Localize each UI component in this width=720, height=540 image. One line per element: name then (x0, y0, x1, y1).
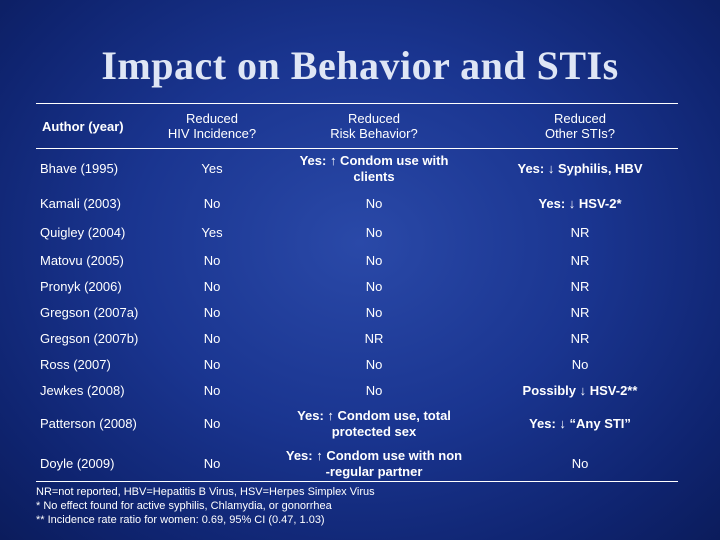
author-cell: Pronyk (2006) (40, 278, 122, 294)
sti-cell: Yes: ↓ “Any STI” (529, 415, 631, 431)
risk-cell: No (365, 252, 383, 268)
hiv-cell: No (203, 278, 221, 294)
risk-cell: NR (364, 330, 384, 346)
author-cell: Doyle (2009) (40, 455, 115, 471)
table-header-row: Author (year) Reduced HIV Incidence? Redu… (36, 104, 678, 149)
table-row: Patterson (2008) No Yes: ↑ Condom use, t… (36, 404, 678, 444)
hiv-cell: No (203, 252, 221, 268)
table-row: Pronyk (2006) No No NR (36, 274, 678, 300)
author-cell: Gregson (2007a) (40, 304, 139, 320)
header-author: Author (year) (36, 104, 158, 149)
sti-cell: Yes: ↓ HSV-2* (538, 195, 622, 211)
footnote-abbreviations: NR=not reported, HBV=Hepatitis B Virus, … (36, 486, 375, 498)
table-bottom-rule (36, 481, 678, 482)
hiv-cell: No (203, 304, 221, 320)
hiv-cell: Yes (201, 160, 223, 176)
sti-cell: NR (570, 330, 590, 346)
risk-cell: No (365, 304, 383, 320)
hiv-cell: No (203, 195, 221, 211)
author-cell: Kamali (2003) (40, 195, 121, 211)
author-cell: Bhave (1995) (40, 160, 119, 176)
sti-cell: No (571, 356, 589, 372)
table-row: Gregson (2007a) No No NR (36, 300, 678, 326)
table-row: Doyle (2009) No Yes: ↑ Condom use with n… (36, 444, 678, 484)
hiv-cell: No (203, 330, 221, 346)
table-row: Gregson (2007b) No NR NR (36, 326, 678, 352)
risk-cell: Yes: ↑ Condom use, total protected sex (297, 407, 451, 439)
hiv-cell: No (203, 415, 221, 431)
header-other-stis: Reduced Other STIs? (482, 104, 678, 149)
risk-cell: Yes: ↑ Condom use with clients (299, 152, 449, 184)
hiv-cell: No (203, 455, 221, 471)
risk-cell: No (365, 356, 383, 372)
header-risk-behavior: Reduced Risk Behavior? (266, 104, 482, 149)
results-table: Author (year) Reduced HIV Incidence? Redu… (36, 104, 678, 484)
author-cell: Quigley (2004) (40, 225, 126, 240)
table-row: Quigley (2004) Yes No NR (36, 219, 678, 248)
header-hiv-incidence: Reduced HIV Incidence? (158, 104, 266, 149)
sti-cell: NR (570, 225, 590, 240)
sti-cell: NR (570, 304, 590, 320)
risk-cell: No (365, 225, 383, 240)
hiv-cell: Yes (201, 225, 223, 240)
author-cell: Ross (2007) (40, 356, 111, 372)
author-cell: Jewkes (2008) (40, 382, 125, 398)
hiv-cell: No (203, 356, 221, 372)
footnotes: NR=not reported, HBV=Hepatitis B Virus, … (36, 485, 678, 527)
risk-cell: Yes: ↑ Condom use with non -regular partn… (285, 447, 463, 479)
table-row: Jewkes (2008) No No Possibly ↓ HSV-2** (36, 378, 678, 404)
author-cell: Matovu (2005) (40, 252, 124, 268)
risk-cell: No (365, 382, 383, 398)
sti-cell: No (571, 455, 589, 471)
sti-cell: Possibly ↓ HSV-2** (522, 382, 638, 398)
table-row: Ross (2007) No No No (36, 352, 678, 378)
footnote-single-asterisk: * No effect found for active syphilis, C… (36, 500, 332, 512)
author-cell: Patterson (2008) (40, 415, 137, 431)
sti-cell: NR (570, 278, 590, 294)
author-cell: Gregson (2007b) (40, 330, 139, 346)
table-row: Kamali (2003) No No Yes: ↓ HSV-2* (36, 189, 678, 219)
table-row: Matovu (2005) No No NR (36, 248, 678, 274)
table-top-rule (36, 103, 678, 104)
sti-cell: NR (570, 252, 590, 268)
slide-title: Impact on Behavior and STIs (101, 43, 619, 88)
risk-cell: No (365, 278, 383, 294)
risk-cell: No (365, 195, 383, 211)
table-row: Bhave (1995) Yes Yes: ↑ Condom use with c… (36, 149, 678, 189)
hiv-cell: No (203, 382, 221, 398)
sti-cell: Yes: ↓ Syphilis, HBV (517, 160, 643, 176)
footnote-double-asterisk: ** Incidence rate ratio for women: 0.69,… (36, 514, 325, 526)
